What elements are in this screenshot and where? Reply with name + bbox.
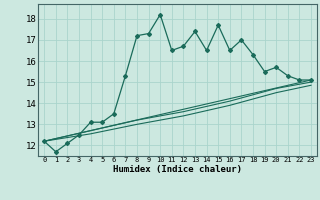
X-axis label: Humidex (Indice chaleur): Humidex (Indice chaleur): [113, 165, 242, 174]
